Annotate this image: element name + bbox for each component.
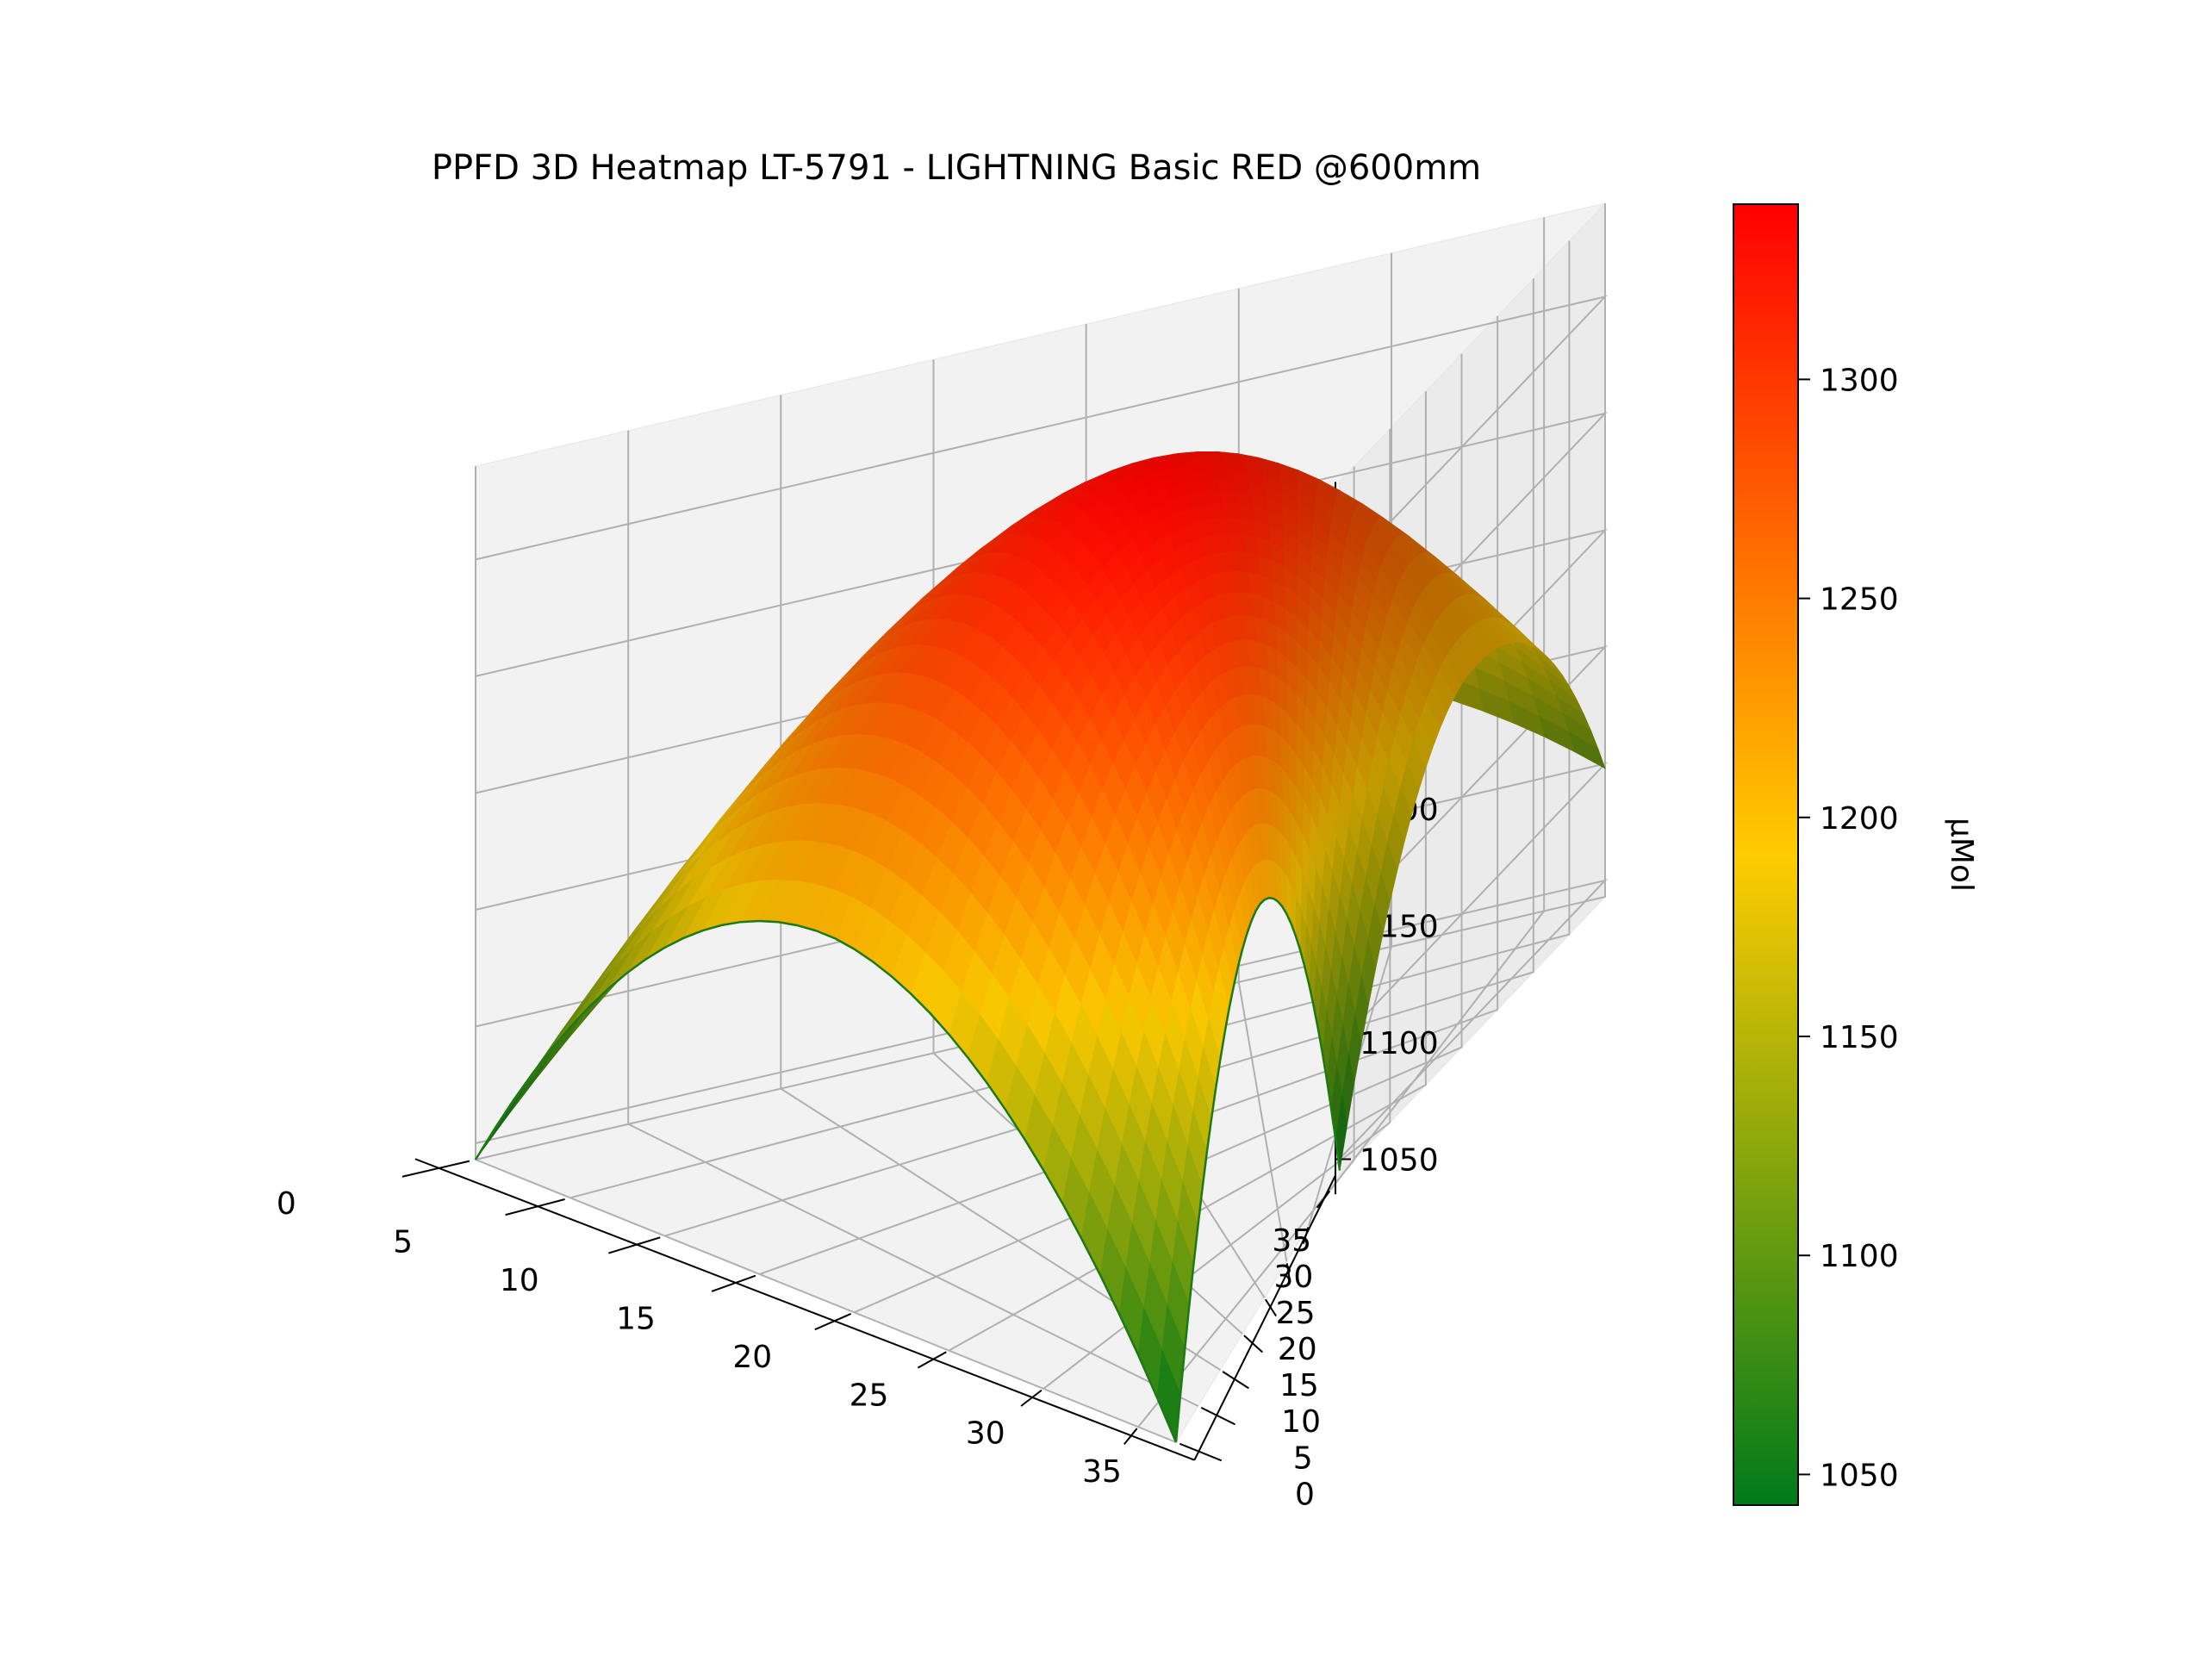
colorbar-tick-label: 1250: [1820, 582, 1899, 618]
y-tick: [1243, 1335, 1263, 1353]
z-gridline: [475, 879, 1609, 1160]
y-axis-line: [1193, 1174, 1336, 1461]
colorbar-tick-label: 1300: [1820, 363, 1899, 398]
y-tick-label: 35: [1272, 1223, 1311, 1259]
y-gridline: [627, 430, 1199, 1407]
surface-plot: [474, 451, 1606, 1443]
y-tick-label: 5: [1293, 1440, 1313, 1476]
x-gridline: [475, 203, 1606, 1160]
y-tick-label: 10: [1281, 1404, 1321, 1440]
y-tick-label: 25: [1276, 1296, 1316, 1331]
x-gridline: [664, 278, 1534, 1237]
y-tick: [1316, 1190, 1331, 1209]
x-tick: [505, 1198, 565, 1216]
surface-edge: [474, 896, 1341, 1443]
z-tick-label: 1050: [1360, 1142, 1439, 1178]
x-tick: [917, 1351, 947, 1369]
x-tick: [401, 1160, 470, 1178]
y-tick: [1222, 1371, 1249, 1390]
axes-3d: 0510152025303505101520253035105011001150…: [277, 202, 1609, 1512]
y-tick-label: 30: [1274, 1260, 1314, 1295]
y-tick: [1302, 1227, 1310, 1244]
x-tick: [1020, 1389, 1042, 1407]
z-gridline: [475, 295, 1609, 576]
y-tick-label: 20: [1278, 1332, 1317, 1367]
y-tick-label: 15: [1279, 1368, 1319, 1403]
x-tick-label: 25: [850, 1378, 889, 1413]
chart-title: PPFD 3D Heatmap LT-5791 - LIGHTNING Basi…: [432, 148, 1481, 188]
y-gridline: [780, 395, 1221, 1372]
x-tick-label: 15: [616, 1301, 656, 1336]
y-gridline: [1329, 217, 1546, 1191]
x-tick-label: 35: [1082, 1454, 1122, 1490]
y-tick: [1179, 1442, 1223, 1462]
y-tick: [1264, 1298, 1277, 1317]
x-tick: [814, 1313, 852, 1331]
colorbar-gradient: [1733, 203, 1799, 1506]
x-tick-label: 10: [500, 1263, 539, 1298]
x-tick: [608, 1236, 661, 1254]
x-tick-label: 30: [966, 1416, 1005, 1452]
z-tick-label: 1100: [1360, 1026, 1439, 1061]
x-tick-label: 0: [277, 1186, 296, 1222]
y-tick: [1285, 1263, 1291, 1280]
colorbar-tick-label: 1200: [1820, 801, 1899, 837]
y-tick-label: 0: [1295, 1477, 1315, 1512]
y-tick: [1200, 1406, 1236, 1426]
colorbar-tick-label: 1050: [1820, 1458, 1899, 1493]
x-tick-label: 20: [732, 1340, 772, 1375]
colorbar-ticks: 1050 1100 1150 1200 1250 1300: [1798, 363, 1899, 1493]
colorbar: 1050 1100 1150 1200 1250 1300 µMol: [1733, 203, 1979, 1506]
x-gridline: [569, 240, 1571, 1199]
colorbar-label: µMol: [1944, 818, 1979, 892]
x-tick: [711, 1274, 756, 1292]
x-tick: [1123, 1428, 1138, 1445]
colorbar-tick-label: 1150: [1820, 1020, 1899, 1055]
x-tick-label: 5: [393, 1225, 413, 1260]
colorbar-tick-label: 1100: [1820, 1239, 1899, 1274]
x-gridline: [759, 315, 1499, 1275]
x-axis-line: [414, 1158, 1195, 1461]
